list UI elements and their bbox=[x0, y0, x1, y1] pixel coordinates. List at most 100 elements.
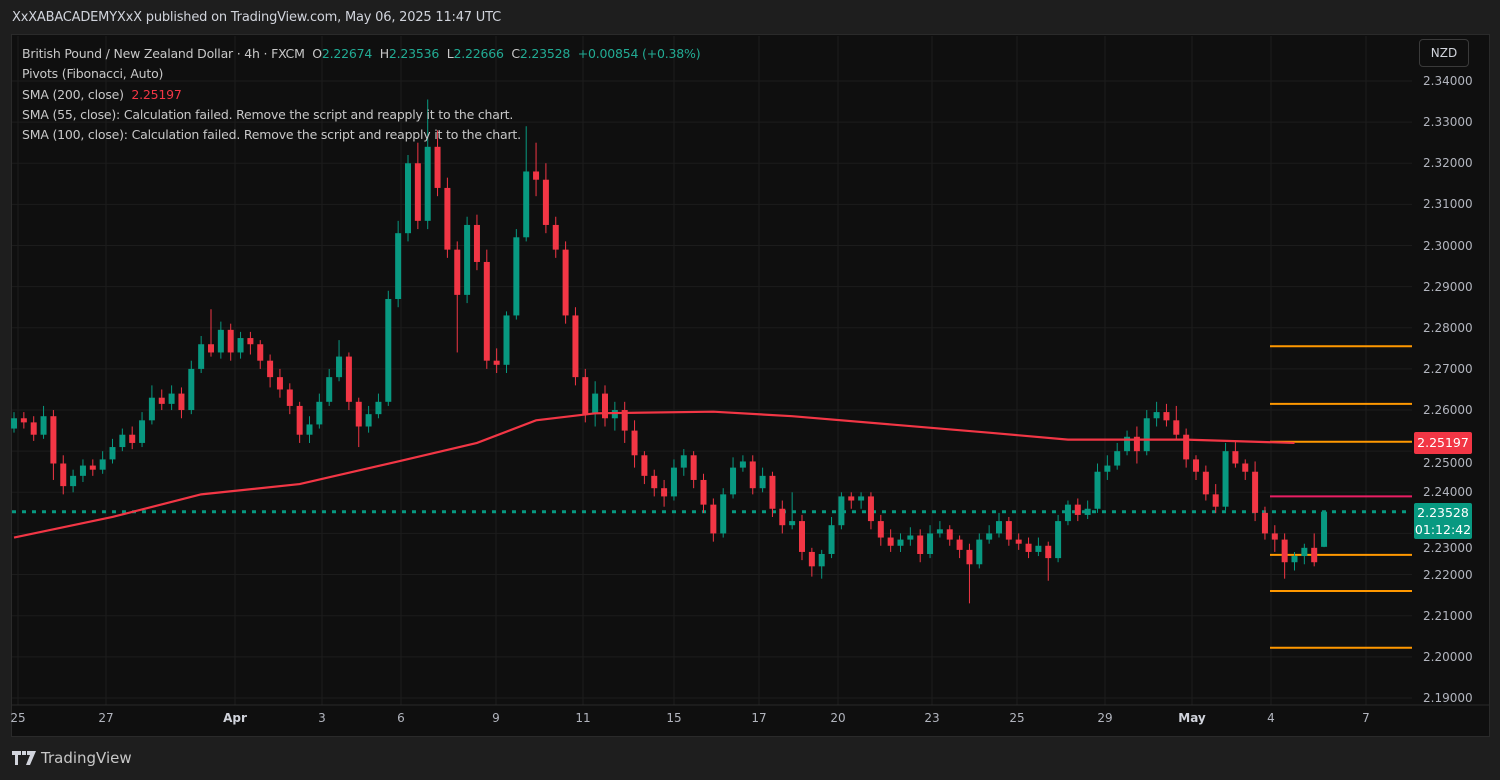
price-axis-label: 2.32000 bbox=[1423, 156, 1473, 171]
candle-down bbox=[808, 551, 815, 567]
candle-down bbox=[1202, 471, 1209, 495]
sma-price-tag: 2.25197 bbox=[1414, 432, 1472, 454]
candle-down bbox=[1261, 512, 1268, 534]
candle-up bbox=[139, 420, 146, 443]
brand-name: TradingView bbox=[41, 749, 132, 767]
symbol-title[interactable]: British Pound / New Zealand Dollar · 4h … bbox=[22, 46, 305, 61]
candle-up bbox=[148, 397, 155, 421]
candle-down bbox=[769, 475, 776, 509]
candle-up bbox=[168, 393, 175, 404]
price-axis-label: 2.22000 bbox=[1423, 567, 1473, 582]
symbol-row: British Pound / New Zealand Dollar · 4h … bbox=[22, 44, 701, 64]
candle-down bbox=[641, 455, 648, 476]
time-axis-label: 17 bbox=[751, 711, 767, 725]
candle-up bbox=[838, 496, 845, 526]
candle-up bbox=[70, 475, 77, 487]
candle-down bbox=[877, 521, 884, 538]
candle-down bbox=[296, 405, 303, 435]
indicator-sma55[interactable]: SMA (55, close): Calculation failed. Rem… bbox=[22, 106, 514, 122]
low-label: L bbox=[446, 46, 454, 61]
candle-down bbox=[129, 434, 136, 443]
candle-down bbox=[1173, 420, 1180, 435]
candle-up bbox=[395, 233, 402, 299]
candle-up bbox=[1084, 508, 1091, 515]
chart-legend: British Pound / New Zealand Dollar · 4h … bbox=[22, 44, 701, 145]
candle-up bbox=[198, 344, 205, 369]
time-axis-label: 20 bbox=[830, 711, 846, 725]
price-axis-label: 2.28000 bbox=[1423, 320, 1473, 335]
indicator-sma200[interactable]: SMA (200, close) 2.25197 bbox=[22, 85, 700, 105]
candle-up bbox=[316, 401, 323, 425]
time-axis-label: 15 bbox=[666, 711, 682, 725]
candle-up bbox=[1153, 412, 1160, 419]
candle-down bbox=[749, 461, 756, 489]
price-axis-label: 2.20000 bbox=[1423, 649, 1473, 664]
candle-up bbox=[680, 455, 687, 468]
time-axis-label: May bbox=[1178, 711, 1206, 725]
candle-up bbox=[40, 416, 47, 435]
candle-down bbox=[552, 224, 559, 250]
candle-up bbox=[109, 447, 116, 460]
candle-down bbox=[1163, 412, 1170, 421]
candle-down bbox=[414, 163, 421, 221]
candle-down bbox=[621, 410, 628, 431]
tradingview-logo-icon bbox=[12, 751, 36, 765]
candle-down bbox=[1005, 521, 1012, 540]
time-axis-label: 25 bbox=[10, 711, 26, 725]
candle-up bbox=[986, 533, 993, 540]
candle-up bbox=[1104, 465, 1111, 472]
candle-down bbox=[158, 397, 165, 404]
candle-down bbox=[779, 508, 786, 526]
candle-down bbox=[20, 418, 27, 423]
candle-down bbox=[178, 393, 185, 411]
candle-down bbox=[257, 344, 264, 361]
time-axis-label: 6 bbox=[397, 711, 405, 725]
candle-down bbox=[1242, 463, 1249, 472]
candle-down bbox=[1183, 434, 1190, 460]
candle-up bbox=[11, 418, 17, 429]
candle-down bbox=[848, 496, 855, 501]
candle-down bbox=[1212, 494, 1219, 507]
candle-down bbox=[533, 171, 540, 180]
time-axis-label: 11 bbox=[575, 711, 591, 725]
currency-button[interactable]: NZD bbox=[1419, 39, 1469, 67]
price-axis-label: 2.29000 bbox=[1423, 279, 1473, 294]
candle-up bbox=[1124, 436, 1131, 452]
candle-up bbox=[424, 146, 431, 221]
open-value: 2.22674 bbox=[321, 46, 373, 61]
tradingview-logo[interactable]: TradingView bbox=[12, 749, 132, 767]
candle-down bbox=[542, 179, 549, 225]
candle-down bbox=[1311, 547, 1318, 563]
candle-down bbox=[434, 146, 441, 188]
candle-down bbox=[89, 465, 96, 470]
candle-up bbox=[405, 163, 411, 234]
candle-up bbox=[907, 535, 914, 540]
candle-down bbox=[572, 315, 579, 378]
candle-down bbox=[1252, 471, 1259, 513]
time-axis-label: 7 bbox=[1362, 711, 1370, 725]
candle-down bbox=[690, 455, 697, 480]
indicator-pivots[interactable]: Pivots (Fibonacci, Auto) bbox=[22, 66, 164, 82]
close-label: C bbox=[511, 46, 520, 61]
candle-up bbox=[1222, 451, 1229, 507]
candle-up bbox=[739, 461, 746, 468]
close-value: 2.23528 bbox=[519, 46, 571, 61]
candle-up bbox=[503, 315, 510, 365]
chart-panel[interactable] bbox=[11, 34, 1490, 737]
candle-down bbox=[30, 422, 37, 435]
time-axis-label: 9 bbox=[492, 711, 500, 725]
candle-up bbox=[523, 171, 530, 238]
candle-up bbox=[1291, 556, 1298, 563]
candle-down bbox=[631, 430, 638, 456]
sma200-value: 2.25197 bbox=[131, 86, 182, 102]
change-value: +0.00854 (+0.38%) bbox=[577, 46, 701, 61]
candle-up bbox=[513, 237, 520, 316]
indicator-sma100[interactable]: SMA (100, close): Calculation failed. Re… bbox=[22, 127, 521, 143]
candle-up bbox=[375, 401, 382, 415]
candle-down bbox=[661, 488, 668, 497]
candle-down bbox=[473, 224, 480, 262]
candle-down bbox=[700, 479, 707, 505]
candle-up bbox=[818, 553, 825, 567]
last-price: 2.23528 bbox=[1417, 505, 1469, 520]
